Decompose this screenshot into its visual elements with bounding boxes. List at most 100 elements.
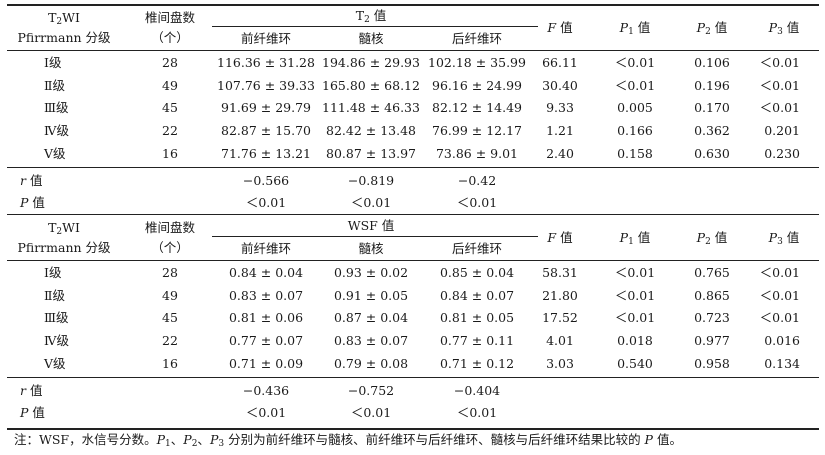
r-value: −0.42: [457, 172, 497, 188]
r-value: −0.436: [242, 382, 290, 398]
p-value: ＜0.01: [350, 404, 392, 420]
note-sep2: 、: [197, 432, 210, 447]
r-label-text: 值: [25, 172, 43, 188]
section-top-rule: [7, 4, 819, 6]
row-nucleus: 0.93 ± 0.02: [333, 265, 409, 280]
row-p2: 0.723: [694, 310, 730, 326]
header-p1-sub: 1: [628, 237, 634, 247]
header-p2-sub: 2: [705, 27, 711, 37]
row-p2: 0.865: [694, 287, 730, 303]
note-p2: P: [183, 432, 192, 447]
header-p3: P3 值: [769, 21, 800, 37]
row-f: 66.11: [542, 55, 578, 70]
header-bottom-rule: [7, 260, 819, 261]
header-count-line1: 椎间盘数: [144, 10, 196, 25]
row-p3: ＜0.01: [759, 55, 800, 70]
row-p3: ＜0.01: [759, 310, 800, 326]
note-p2-sub: 2: [191, 439, 198, 449]
row-f: 4.01: [546, 333, 574, 349]
row-nucleus: 0.83 ± 0.07: [333, 333, 409, 349]
header-grade-line2: Pfirrmann 分级: [17, 30, 111, 45]
row-p3: ＜0.01: [759, 287, 800, 303]
header-group-text: WSF 值: [347, 218, 395, 233]
row-nucleus: 194.86 ± 29.93: [322, 55, 420, 70]
header-grade-text: T: [48, 10, 57, 25]
header-bottom-rule: [7, 50, 819, 51]
row-nucleus: 0.87 ± 0.04: [333, 310, 409, 326]
p-label-text: 值: [28, 404, 45, 420]
row-f: 21.80: [542, 287, 578, 303]
row-grade: Ⅴ级: [44, 145, 66, 161]
header-p3: P3 值: [769, 231, 800, 247]
p-label: P 值: [20, 404, 45, 420]
row-f: 30.40: [542, 77, 578, 93]
note-p3: P: [209, 432, 219, 447]
row-grade: Ⅱ级: [44, 287, 65, 303]
row-anterior-annulus: 0.77 ± 0.07: [228, 333, 304, 349]
row-p2: 0.196: [694, 77, 730, 93]
row-p1: ＜0.01: [614, 287, 656, 303]
note-p1: P: [156, 432, 166, 447]
header-nucleus: 髓核: [358, 31, 384, 46]
r-label: r 值: [20, 172, 43, 188]
row-p1: ＜0.01: [614, 77, 656, 93]
header-p3-sub: 3: [777, 237, 783, 247]
header-f-text: 值: [556, 230, 573, 245]
row-p2: 0.362: [694, 123, 730, 139]
row-f: 3.03: [546, 355, 574, 371]
row-posterior-annulus: 0.81 ± 0.05: [439, 310, 515, 326]
row-grade: Ⅰ级: [44, 265, 62, 280]
row-p2: 0.958: [694, 355, 730, 371]
row-posterior-annulus: 96.16 ± 24.99: [432, 77, 522, 93]
row-anterior-annulus: 91.69 ± 29.79: [221, 100, 311, 116]
row-p1: 0.158: [617, 145, 653, 161]
header-p1-sub: 1: [628, 27, 634, 37]
row-p3: ＜0.01: [759, 100, 800, 116]
row-f: 2.40: [546, 145, 574, 161]
header-posterior-annulus: 后纤维环: [451, 241, 503, 256]
header-f: F 值: [547, 230, 573, 245]
header-p2-sub: 2: [705, 237, 711, 247]
row-p1: ＜0.01: [614, 265, 656, 280]
row-p1: ＜0.01: [614, 310, 656, 326]
header-f: F 值: [547, 20, 573, 35]
row-nucleus: 82.42 ± 13.48: [326, 123, 416, 139]
header-p2-italic: P: [696, 20, 706, 35]
row-p2: 0.170: [694, 100, 730, 116]
row-p1: 0.540: [617, 355, 653, 371]
row-anterior-annulus: 0.84 ± 0.04: [228, 265, 304, 280]
row-count: 49: [162, 77, 178, 93]
header-anterior-annulus: 前纤维环: [240, 241, 292, 256]
row-grade: Ⅳ级: [44, 123, 69, 139]
header-p2-italic: P: [696, 230, 706, 245]
row-anterior-annulus: 0.71 ± 0.09: [228, 355, 304, 371]
row-count: 45: [162, 100, 178, 116]
note-p1-sub: 1: [165, 439, 171, 449]
header-grade-line1: T2WI: [48, 220, 80, 237]
row-p2: 0.106: [694, 55, 730, 70]
table-note: 注：WSF，水信号分数。P1、P2、P3 分别为前纤维环与髓核、前纤维环与后纤维…: [14, 432, 682, 449]
header-group-sub: 2: [364, 15, 370, 25]
row-anterior-annulus: 116.36 ± 31.28: [217, 55, 315, 70]
row-count: 45: [162, 310, 178, 326]
row-anterior-annulus: 71.76 ± 13.21: [221, 145, 311, 161]
header-anterior-annulus: 前纤维环: [240, 31, 292, 46]
header-f-italic: F: [547, 20, 557, 35]
r-label-italic: r: [20, 382, 26, 398]
rows-bottom-rule: [7, 166, 819, 168]
header-grade-text: T: [48, 220, 57, 235]
row-p2: 0.977: [694, 333, 730, 349]
note-p3-sub: 3: [218, 439, 225, 449]
header-f-text: 值: [556, 20, 573, 35]
row-f: 17.52: [542, 310, 578, 326]
row-p3: ＜0.01: [759, 265, 800, 280]
r-label-text: 值: [25, 382, 43, 398]
row-count: 49: [162, 287, 178, 303]
header-p1-text: 值: [633, 230, 651, 245]
header-p2: P2 值: [696, 230, 728, 247]
header-p2-text: 值: [710, 20, 728, 35]
header-p1-italic: P: [619, 20, 629, 35]
row-nucleus: 0.91 ± 0.05: [333, 287, 409, 303]
note-p-end: P: [644, 432, 653, 447]
header-grade-text: WI: [62, 220, 80, 235]
